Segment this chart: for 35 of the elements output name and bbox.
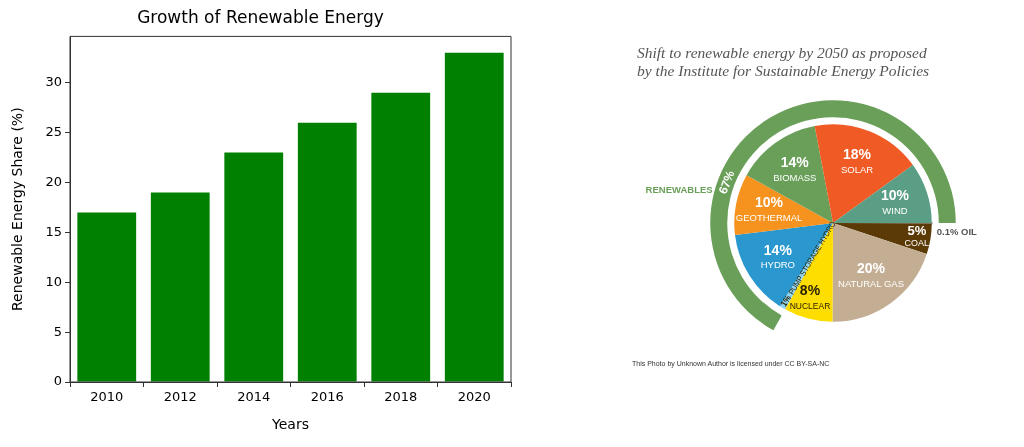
y-tick-label: 25 <box>45 124 62 140</box>
y-tick-label: 30 <box>45 74 62 90</box>
slice-label: COAL <box>904 238 930 249</box>
x-tick-label: 2018 <box>384 389 418 405</box>
data-label: 10% <box>880 186 910 203</box>
slice-label: NATURAL GAS <box>838 277 905 289</box>
x-tick-label: 2010 <box>90 389 124 405</box>
data-label: 67% <box>715 168 738 196</box>
y-axis-title: Renewable Energy Share (%) <box>9 107 26 311</box>
x-tick-label: 2020 <box>457 389 491 405</box>
data-label: 18% <box>843 146 872 163</box>
data-label: 5% <box>907 223 927 239</box>
chart-title: Shift to renewable energy by 2050 as proposed by the Institute for Sustainable Energy Policies <box>637 44 931 80</box>
slice-label: 0.1% OIL <box>936 225 978 237</box>
y-tick-label: 15 <box>45 223 62 239</box>
slice-label: HYDRO <box>760 259 795 271</box>
slice-label: RENEWABLES <box>645 184 713 196</box>
x-tick-label: 2012 <box>163 389 197 405</box>
slice-label: WIND <box>882 204 908 216</box>
y-tick-label: 0 <box>53 373 62 389</box>
slice-label: BIOMASS <box>773 171 817 183</box>
y-tick-label: 5 <box>53 323 62 339</box>
x-axis-title: Years <box>271 416 309 433</box>
slice-label: NUCLEAR <box>789 300 831 311</box>
data-label: 14% <box>763 241 793 258</box>
y-tick-label: 20 <box>45 173 62 189</box>
data-label: 14% <box>780 154 810 171</box>
slice-label: SOLAR <box>840 164 874 176</box>
data-label: 20% <box>857 259 886 276</box>
data-label: 10% <box>755 194 784 211</box>
y-tick-label: 10 <box>45 273 62 289</box>
chart-title: Growth of Renewable Energy <box>137 6 384 27</box>
slice-label: GEOTHERMAL <box>735 212 803 224</box>
x-tick-label: 2016 <box>310 389 344 405</box>
x-tick-label: 2014 <box>237 389 271 405</box>
